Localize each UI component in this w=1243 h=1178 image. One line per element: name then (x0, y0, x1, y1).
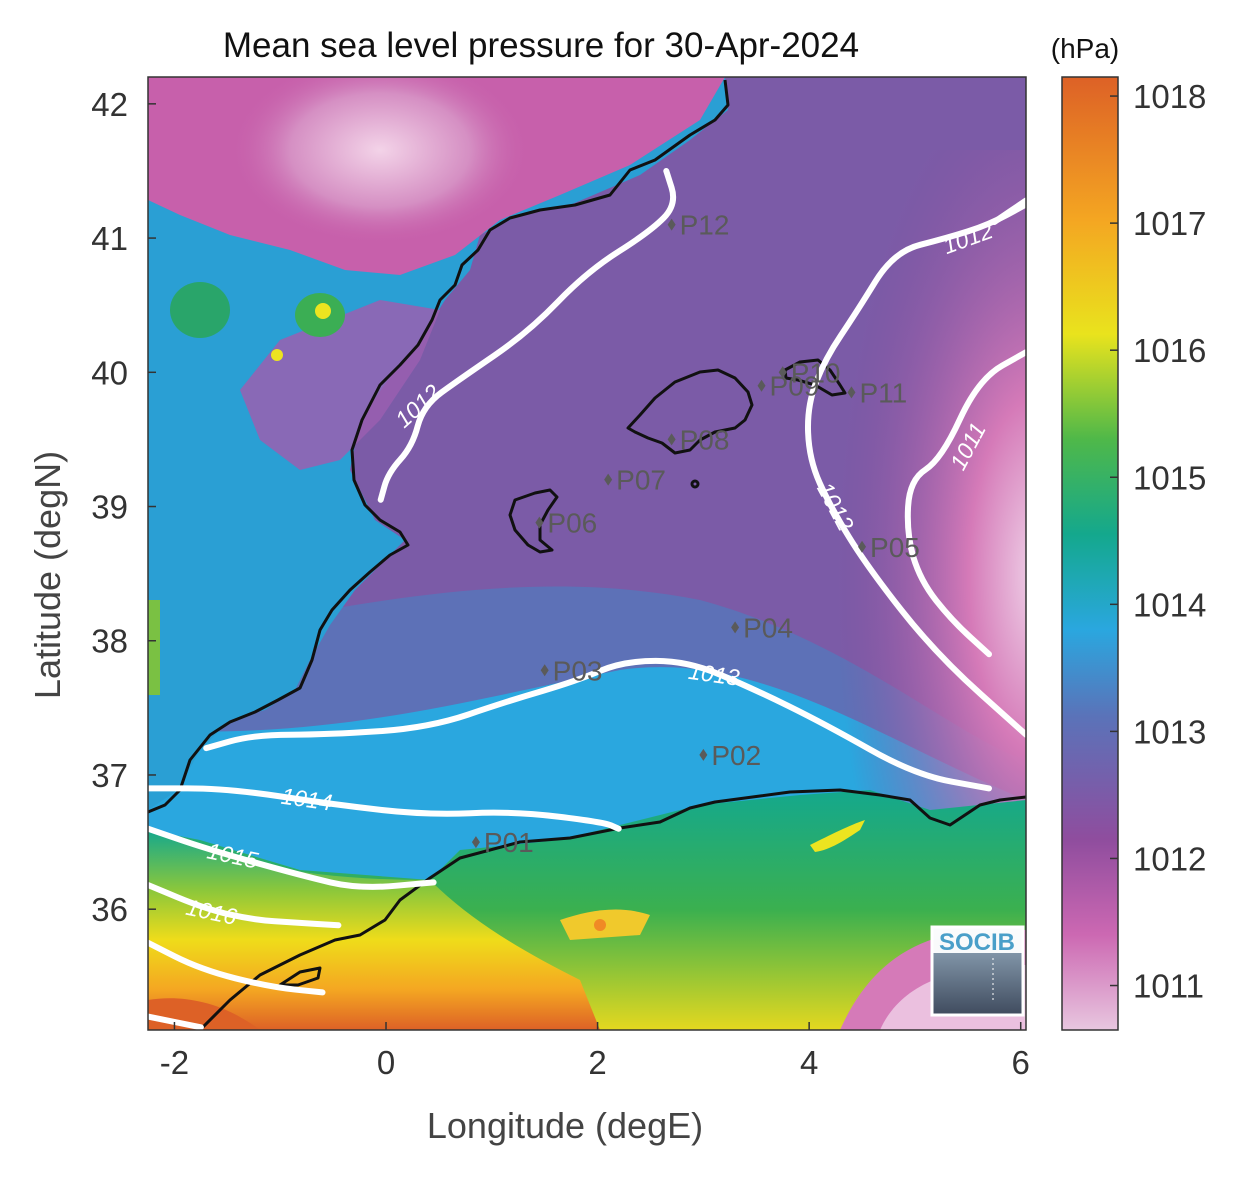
station-marker (858, 540, 867, 553)
colorbar-tick-label: 1011 (1133, 968, 1204, 1005)
station-label: P11 (859, 377, 907, 408)
y-tick-label: 41 (91, 220, 128, 257)
colorbar-tick-label: 1014 (1133, 586, 1206, 623)
station-marker (471, 836, 480, 849)
station-marker (731, 621, 740, 634)
field-yellow-spot-1 (315, 303, 331, 319)
colorbar-unit: (hPa) (1051, 33, 1119, 64)
contour-line-1011 (904, 349, 1026, 658)
station-label: P01 (484, 827, 534, 858)
field-land-iberia (148, 77, 728, 810)
x-tick-label: 2 (588, 1044, 606, 1081)
island-mallorca (626, 368, 754, 455)
station-marker (667, 433, 676, 446)
chart-title: Mean sea level pressure for 30-Apr-2024 (223, 26, 859, 65)
coastline-iberia (148, 79, 730, 814)
field-green-patch-1 (170, 282, 230, 338)
contour-line-1018 (148, 1013, 204, 1030)
station-label: P12 (680, 210, 730, 241)
station-label: P08 (680, 424, 730, 455)
contour-line-1012 (991, 197, 1026, 225)
colorbar-tick-label: 1018 (1133, 78, 1206, 115)
colorbar-tick-label: 1016 (1133, 332, 1206, 369)
field-sw-warm (148, 830, 600, 1030)
station-marker (667, 218, 676, 231)
station-marker (757, 379, 766, 392)
pressure-field (148, 77, 1026, 1030)
contour-line-1017 (148, 939, 326, 996)
station-marker (699, 748, 708, 761)
colorbar-tick-label: 1012 (1133, 840, 1206, 877)
station-marker (847, 386, 856, 399)
y-tick-label: 37 (91, 757, 128, 794)
station-label: P02 (711, 740, 761, 771)
station-label: P04 (743, 612, 793, 643)
station-label: P07 (616, 465, 666, 496)
colorbar-tick-label: 1013 (1133, 713, 1206, 750)
contour-line-1014 (148, 785, 622, 832)
island-alboran (278, 966, 322, 987)
station-label: P03 (553, 655, 603, 686)
x-tick-label: 0 (377, 1044, 395, 1081)
island-menorca (783, 358, 847, 397)
field-iberia-mid-purple (240, 300, 440, 470)
contour-line-1012 (377, 168, 677, 503)
field-yellow-ridge-2 (810, 820, 865, 852)
socib-logo-text: SOCIB (939, 929, 1015, 956)
contour-line-1013 (203, 657, 992, 792)
colorbar-ticks: 1011 1012 1013 1014 1015 1016 1017 1018 (1110, 78, 1206, 1005)
x-axis-label: Longitude (degE) (427, 1105, 703, 1146)
field-orange-spot (594, 919, 606, 931)
field-yellow-spot-2 (271, 349, 283, 361)
colorbar-tick-label: 1017 (1133, 205, 1206, 242)
socib-logo-band (932, 927, 1023, 953)
y-axis-ticks: 36 37 38 39 40 41 42 (91, 86, 156, 928)
station-label: P06 (547, 508, 597, 539)
y-tick-label: 36 (91, 891, 128, 928)
station-label: P05 (870, 532, 920, 563)
contour-line-1016 (148, 882, 342, 929)
field-green-edge (148, 600, 160, 695)
field-pink-peak (230, 77, 530, 245)
x-tick-label: 4 (800, 1044, 818, 1081)
station-marker (540, 664, 549, 677)
station-label: P09 (770, 371, 820, 402)
station-label: P10 (791, 357, 841, 388)
coastline-africa (198, 788, 1026, 1030)
colorbar-tick-label: 1015 (1133, 459, 1206, 496)
y-tick-label: 39 (91, 489, 128, 526)
x-axis-ticks: -2 0 2 4 6 (160, 1022, 1030, 1081)
colorbar (1061, 76, 1119, 1031)
contour-line-1012 (804, 201, 1026, 738)
station-marker (778, 366, 787, 379)
y-tick-label: 40 (91, 354, 128, 391)
y-tick-label: 38 (91, 623, 128, 660)
station-marker (604, 473, 613, 486)
socib-logo: SOCIB (930, 925, 1025, 1017)
y-tick-label: 42 (91, 86, 128, 123)
island-ibiza (508, 488, 559, 554)
x-tick-label: -2 (160, 1044, 189, 1081)
island-cabrera (690, 479, 700, 489)
y-axis-label: Latitude (degN) (27, 451, 68, 699)
x-tick-label: 6 (1012, 1044, 1030, 1081)
contour-line-1015 (148, 825, 437, 890)
plot-frame (147, 76, 1027, 1031)
station-marker (535, 516, 544, 529)
